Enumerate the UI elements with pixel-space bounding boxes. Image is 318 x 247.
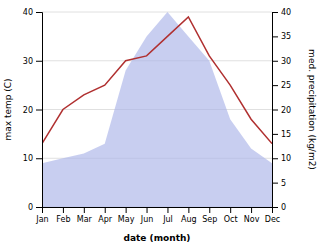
tick: 40 (272, 8, 291, 17)
tick-mark (126, 207, 127, 213)
y-axis: 0 10 20 30 40 (23, 8, 43, 212)
tick-label: 15 (281, 130, 291, 139)
tick: Sep (202, 207, 217, 224)
tick-mark (272, 12, 278, 13)
tick-mark (272, 36, 278, 37)
tick: 20 (272, 106, 291, 115)
tick-label: Jan (35, 215, 48, 224)
tick-label: 0 (28, 203, 33, 212)
plot: JanFebMarAprMayJunJulAugSepOctNovDec0102… (23, 8, 291, 224)
tick-label: Sep (202, 215, 217, 224)
marks (42, 12, 272, 207)
tick-mark (272, 207, 278, 208)
tick-label: 0 (281, 203, 286, 212)
tick: Aug (181, 207, 197, 224)
tick-label: 20 (23, 106, 33, 115)
tick: 10 (23, 154, 42, 163)
tick: May (118, 207, 135, 224)
tick-label: 20 (281, 106, 291, 115)
tick: Oct (224, 207, 238, 224)
tick: Mar (77, 207, 93, 224)
grid-line (42, 12, 272, 13)
tick-label: 30 (23, 57, 33, 66)
tick-mark (36, 207, 42, 208)
tick: 40 (23, 8, 42, 17)
chart: JanFebMarAprMayJunJulAugSepOctNovDec0102… (0, 0, 318, 247)
tick: 30 (23, 57, 42, 66)
tick: Nov (244, 207, 260, 224)
tick-mark (272, 85, 278, 86)
tick-label: Oct (224, 215, 238, 224)
tick-label: May (118, 215, 135, 224)
tick-mark (167, 207, 168, 213)
tick-mark (251, 207, 252, 213)
tick-mark (272, 61, 278, 62)
axis-line (36, 13, 43, 208)
line (42, 17, 272, 144)
tick: Jan (35, 207, 48, 224)
grid (42, 12, 272, 207)
tick: 30 (272, 57, 291, 66)
y2-axis-title: med. precipitation (kg/m2) (307, 49, 317, 170)
tick-mark (272, 158, 278, 159)
tick-mark (147, 207, 148, 213)
x-axis: Jan Feb Mar Apr May Jun Jul Aug Sep Oct Nov Dec (35, 207, 280, 224)
tick: Jun (140, 207, 154, 224)
tick-mark (36, 61, 42, 62)
tick: 10 (272, 154, 291, 163)
axis-line (43, 208, 273, 214)
tick-label: Jul (162, 215, 173, 224)
tick-label: 40 (23, 8, 33, 17)
tick-label: Dec (265, 215, 280, 224)
tick-label: 30 (281, 57, 291, 66)
tick: 0 (28, 203, 42, 212)
tick-mark (84, 207, 85, 213)
tick: Feb (56, 207, 70, 224)
tick: Dec (265, 207, 280, 224)
tick-label: Apr (98, 215, 113, 224)
tick-label: 25 (281, 81, 291, 90)
tick-label: Aug (181, 215, 197, 224)
tick-label: Jun (140, 215, 154, 224)
tick-mark (188, 207, 189, 213)
tick-mark (272, 183, 278, 184)
tick-mark (272, 110, 278, 111)
tick-label: Nov (244, 215, 260, 224)
tick-label: 40 (281, 8, 291, 17)
tick-label: 5 (281, 179, 286, 188)
area (42, 12, 272, 207)
tick-label: Feb (56, 215, 70, 224)
tick-mark (209, 207, 210, 213)
tick-mark (105, 207, 106, 213)
tick-mark (36, 110, 42, 111)
tick-mark (272, 134, 278, 135)
tick: 35 (272, 32, 291, 41)
tick-label: 35 (281, 32, 291, 41)
x-axis-title: date (month) (124, 233, 191, 243)
y-axis-title: max temp (C) (3, 78, 13, 140)
y2-axis: 0 5 10 15 20 25 30 35 40 (272, 8, 291, 212)
tick: 20 (23, 106, 42, 115)
tick-label: 10 (23, 154, 33, 163)
axis-line (273, 13, 279, 208)
tick: 15 (272, 130, 291, 139)
tick: 5 (272, 179, 286, 188)
tick: Jul (162, 207, 173, 224)
tick-mark (36, 158, 42, 159)
tick-mark (230, 207, 231, 213)
tick: 25 (272, 81, 291, 90)
tick-mark (63, 207, 64, 213)
tick: 0 (272, 203, 286, 212)
tick: Apr (98, 207, 113, 224)
tick-label: Mar (77, 215, 93, 224)
tick-mark (36, 12, 42, 13)
tick-label: 10 (281, 154, 291, 163)
